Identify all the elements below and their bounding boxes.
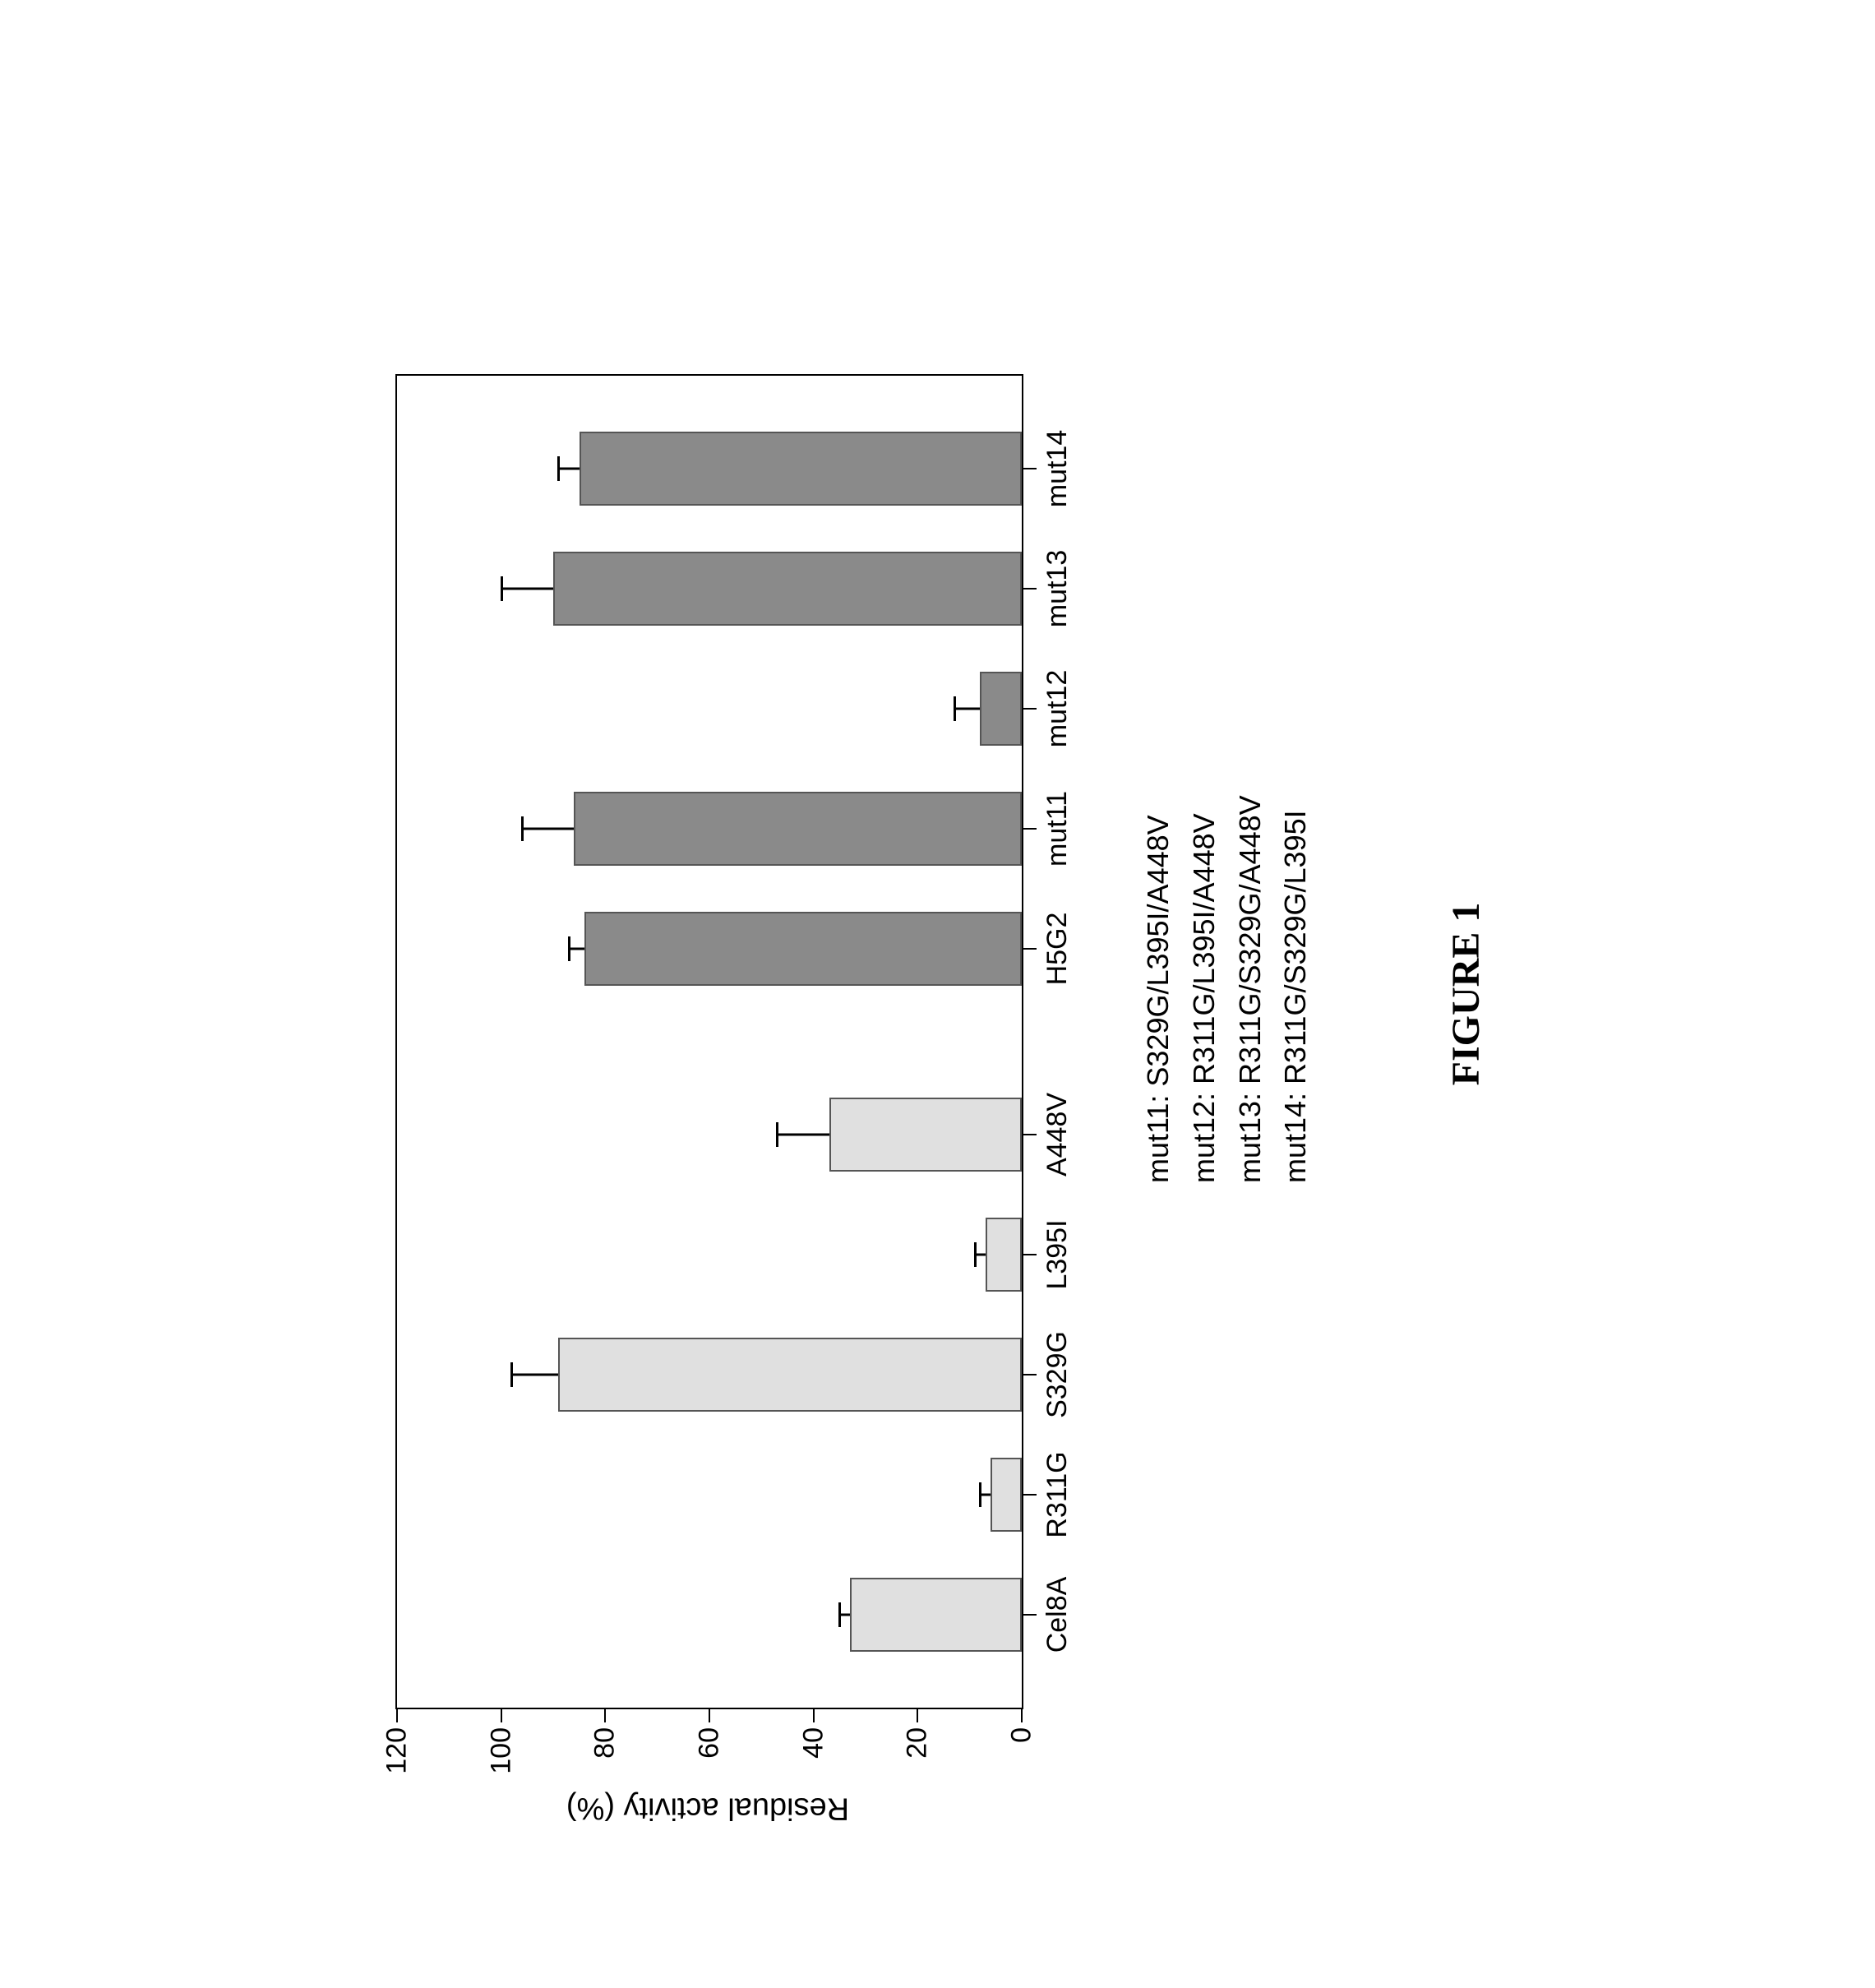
- legend-line: mut13: R311G/S329G/A448V: [1226, 795, 1272, 1183]
- x-tick-label: R311G: [1041, 1451, 1074, 1537]
- x-tick: [1022, 1614, 1037, 1616]
- x-tick: [1022, 948, 1037, 950]
- bar-group: [397, 432, 1022, 506]
- error-cap: [979, 1482, 981, 1507]
- bar: [980, 672, 1022, 747]
- x-tick-label: mut11: [1041, 791, 1074, 867]
- error-cap: [568, 936, 570, 961]
- y-tick: [1021, 1708, 1023, 1722]
- y-tick: [500, 1708, 501, 1722]
- error-cap: [510, 1362, 513, 1387]
- x-tick: [1022, 1374, 1037, 1375]
- bar-group: [397, 792, 1022, 867]
- rotated-content: Residual activity (%) 020406080100120Cel…: [363, 131, 1513, 1857]
- error-bar: [511, 1374, 558, 1376]
- bar: [985, 1218, 1021, 1292]
- y-tick: [812, 1708, 814, 1722]
- plot-area: [397, 376, 1022, 1708]
- legend: mut11: S329G/L395I/A448Vmut12: R311G/L39…: [1135, 795, 1319, 1183]
- x-tick: [1022, 468, 1037, 469]
- y-tick: [709, 1708, 710, 1722]
- x-tick: [1022, 1134, 1037, 1135]
- error-bar: [522, 828, 574, 830]
- error-bar: [558, 468, 579, 470]
- error-cap: [521, 816, 524, 841]
- error-cap: [776, 1122, 778, 1147]
- figure-title: FIGURE 1: [1443, 903, 1489, 1086]
- legend-line: mut12: R311G/L395I/A448V: [1180, 795, 1226, 1183]
- error-bar: [954, 708, 980, 710]
- error-bar: [501, 588, 552, 590]
- x-tick: [1022, 1254, 1037, 1255]
- bar: [584, 912, 1022, 987]
- bar: [553, 552, 1022, 626]
- chart-box: 020406080100120Cel8AR311GS329GL395IA448V…: [395, 374, 1023, 1709]
- error-cap: [953, 696, 955, 721]
- x-tick-label: Cel8A: [1041, 1577, 1074, 1653]
- y-axis-label: Residual activity (%): [566, 1791, 848, 1826]
- y-tick-label: 100: [485, 1727, 517, 1774]
- figure-container: Residual activity (%) 020406080100120Cel…: [33, 33, 1842, 1955]
- bar-group: [397, 912, 1022, 987]
- bar-group: [397, 672, 1022, 747]
- bar-group: [397, 552, 1022, 626]
- x-tick-label: mut14: [1041, 430, 1074, 508]
- error-cap: [974, 1242, 977, 1267]
- error-bar: [777, 1134, 829, 1136]
- legend-line: mut11: S329G/L395I/A448V: [1135, 795, 1181, 1183]
- error-cap: [557, 456, 560, 481]
- bar-group: [397, 1218, 1022, 1292]
- y-tick: [917, 1708, 918, 1722]
- x-tick-label: mut12: [1041, 670, 1074, 748]
- bar: [850, 1578, 1022, 1653]
- y-tick-label: 0: [1005, 1727, 1037, 1743]
- error-cap: [500, 576, 502, 601]
- bar: [579, 432, 1021, 506]
- bar-group: [397, 1098, 1022, 1172]
- x-tick: [1022, 708, 1037, 710]
- x-tick: [1022, 828, 1037, 830]
- bar-group: [397, 1338, 1022, 1412]
- bar-group: [397, 1578, 1022, 1653]
- y-tick-label: 80: [589, 1727, 621, 1759]
- x-tick-label: mut13: [1041, 550, 1074, 628]
- y-tick: [604, 1708, 606, 1722]
- y-tick-label: 120: [381, 1727, 413, 1774]
- legend-line: mut14: R311G/S329G/L395I: [1272, 795, 1319, 1183]
- bar: [829, 1098, 1021, 1172]
- x-tick: [1022, 1494, 1037, 1496]
- x-tick-label: S329G: [1041, 1331, 1074, 1418]
- y-tick-label: 60: [693, 1727, 725, 1759]
- x-tick-label: L395I: [1041, 1219, 1074, 1289]
- x-tick-label: A448V: [1041, 1093, 1074, 1177]
- x-tick: [1022, 588, 1037, 589]
- y-tick-label: 40: [797, 1727, 829, 1759]
- y-tick-label: 20: [901, 1727, 933, 1759]
- error-cap: [838, 1602, 841, 1627]
- bar-group: [397, 1458, 1022, 1533]
- x-tick-label: H5G2: [1041, 913, 1074, 986]
- bar: [558, 1338, 1022, 1412]
- bar: [574, 792, 1022, 867]
- error-bar: [569, 948, 584, 950]
- bar: [991, 1458, 1022, 1533]
- y-tick: [396, 1708, 398, 1722]
